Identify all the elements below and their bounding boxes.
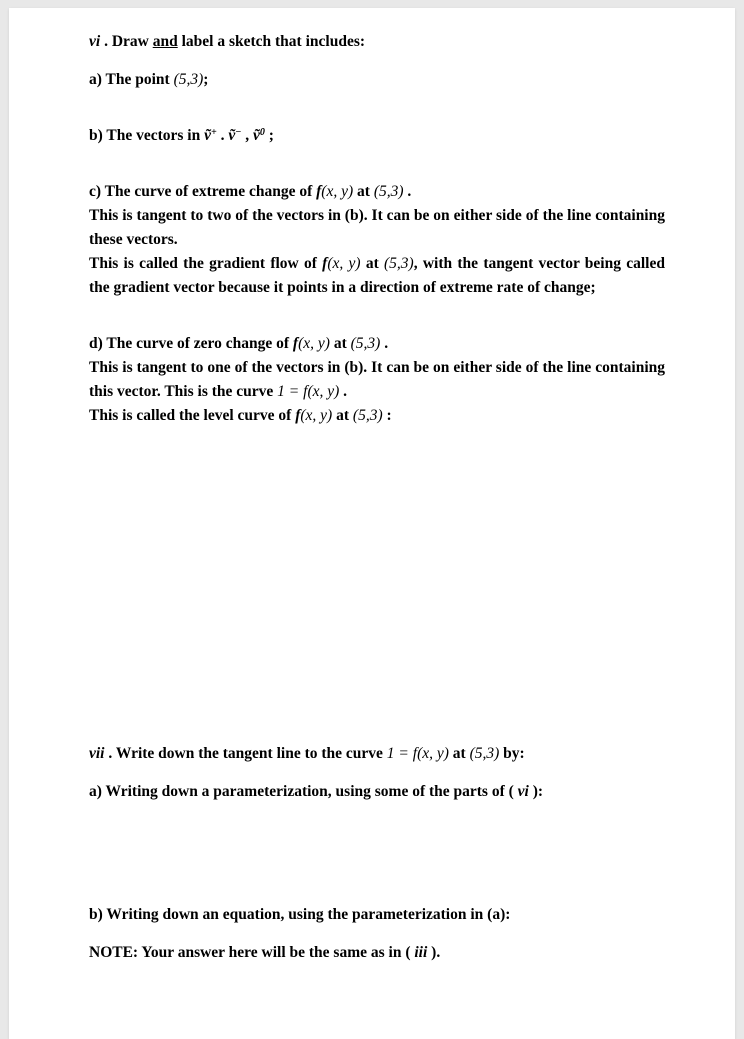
roman-vi: vi	[89, 33, 100, 50]
part-b: b) The vectors in ṽ+ . ṽ− , ṽ0 ;	[89, 124, 665, 148]
t: This is tangent to one of the vectors in…	[89, 359, 665, 400]
math-point: (5,3)	[374, 183, 404, 200]
t: b) Writing down an equation, using the p…	[89, 903, 665, 927]
note: NOTE: Your answer here will be the same …	[89, 941, 665, 965]
t: . Write down the tangent line to the cur…	[105, 745, 387, 762]
t: a) Writing down a parameterization, usin…	[89, 783, 514, 800]
document-page: vi . Draw and label a sketch that includ…	[9, 8, 735, 1039]
t: at	[353, 183, 374, 200]
t: .	[339, 383, 347, 400]
t: ,	[241, 127, 253, 144]
math-point: (5,3)	[174, 71, 204, 88]
t: ;	[203, 71, 208, 88]
roman-vii: vii	[89, 745, 105, 762]
t: . Draw	[100, 33, 153, 50]
t: label a sketch that includes:	[178, 33, 365, 50]
ref-iii: iii	[410, 944, 431, 961]
math-xy: (x, y)	[300, 407, 332, 424]
math-xy: (x, y)	[321, 183, 353, 200]
vec-vminus: ṽ−	[228, 127, 241, 144]
para-c-2: This is tangent to two of the vectors in…	[89, 204, 665, 252]
t: by:	[499, 745, 524, 762]
math-point: (5,3)	[353, 407, 383, 424]
part-vii-a: a) Writing down a parameterization, usin…	[89, 780, 665, 804]
t: ).	[431, 944, 440, 961]
part-a: a) The point (5,3);	[89, 68, 665, 92]
part-c: c) The curve of extreme change of f(x, y…	[89, 180, 665, 300]
answer-area-a	[89, 818, 665, 903]
vec-vplus: ṽ+	[204, 127, 217, 144]
sketch-area	[89, 442, 665, 742]
t: at	[449, 745, 470, 762]
math-eq: 1 = f(x, y)	[277, 383, 339, 400]
math-xy: (x, y)	[298, 335, 330, 352]
t: ):	[533, 783, 543, 800]
t: This is called the gradient flow of	[89, 255, 322, 272]
t: at	[330, 335, 351, 352]
part-d: d) The curve of zero change of f(x, y) a…	[89, 332, 665, 428]
t: NOTE: Your answer here will be the same …	[89, 944, 410, 961]
t: This is called the level curve of	[89, 407, 295, 424]
t: .	[217, 127, 229, 144]
t: d) The curve of zero change of	[89, 335, 293, 352]
math-point: (5,3)	[384, 255, 414, 272]
math-point: (5,3)	[351, 335, 381, 352]
part-vii-b: b) Writing down an equation, using the p…	[89, 903, 665, 927]
t: .	[404, 183, 412, 200]
t: c) The curve of extreme change of	[89, 183, 316, 200]
t: .	[380, 335, 388, 352]
t: at	[332, 407, 353, 424]
underline-and: and	[153, 33, 178, 50]
math-point: (5,3)	[470, 745, 500, 762]
math-xy: (x, y)	[327, 255, 360, 272]
t: at	[361, 255, 384, 272]
math-eq: 1 = f(x, y)	[387, 745, 449, 762]
t: ;	[265, 127, 274, 144]
t: b) The vectors in	[89, 127, 204, 144]
question-vi-header: vi . Draw and label a sketch that includ…	[89, 30, 665, 54]
t: :	[383, 407, 392, 424]
t: a) The point	[89, 71, 174, 88]
vec-vzero: ṽ0	[253, 127, 265, 144]
question-vii-header: vii . Write down the tangent line to the…	[89, 742, 665, 766]
ref-vi: vi	[514, 783, 533, 800]
